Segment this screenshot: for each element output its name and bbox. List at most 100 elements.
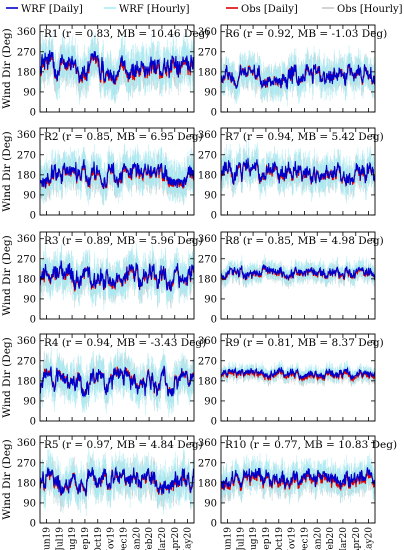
y-tick-label: 90: [204, 294, 217, 305]
y-tick-label: 90: [23, 190, 36, 201]
y-axis-label: Wind Dir (Deg): [1, 235, 13, 315]
panel-frame: [220, 333, 376, 422]
y-tick-label: 0: [211, 211, 217, 222]
x-tick-label: Oct19: [275, 527, 285, 550]
x-tick-label: May20: [184, 527, 194, 550]
x-tick-label: Apr20: [352, 527, 362, 550]
y-axis-label: Wind Dir (Deg): [1, 28, 13, 108]
y-tick-label: 180: [198, 376, 217, 387]
legend-label: Obs [Hourly]: [337, 4, 403, 15]
y-tick-label: 270: [198, 356, 217, 367]
series-wrf-daily: [221, 263, 375, 281]
x-tick-label: Nov19: [107, 527, 117, 550]
legend: WRF [Daily] WRF [Hourly] Obs [Daily] Obs [H…: [6, 4, 403, 15]
y-tick-label: 360: [17, 336, 36, 347]
panel-frame: [39, 333, 195, 422]
panel-frame: [220, 127, 376, 216]
y-tick-label: 0: [211, 108, 217, 119]
x-tick-label: Jun19: [223, 527, 233, 550]
y-tick-label: 270: [17, 150, 36, 161]
series-wrf-hourly: [40, 346, 194, 418]
panel-label: R5 (r = 0.97, MB = 4.84 Deg): [44, 439, 203, 451]
y-tick-label: 180: [17, 376, 36, 387]
y-tick-label: 360: [198, 130, 217, 141]
x-tick-label: Mar20: [158, 527, 168, 550]
y-tick-label: 90: [204, 190, 217, 201]
panel-r8: 0 90 180 270 360 R8 (r = 0.85, MB = 4.98 Deg): [198, 231, 384, 326]
panel-label: R3 (r = 0.89, MB = 5.96 Deg): [44, 235, 203, 247]
y-tick-label: 270: [198, 150, 217, 161]
x-tick-label: Jul19: [55, 527, 65, 550]
x-tick-label: Aug19: [249, 527, 259, 550]
y-tick-label: 360: [17, 27, 36, 38]
series-wrf-daily: [221, 467, 375, 491]
panel-r4: 0 90 180 270 360 R4 (r = 0.94, MB = -3.43 Deg…: [1, 333, 206, 428]
x-tick-label: Oct19: [94, 527, 104, 550]
y-tick-label: 180: [17, 170, 36, 181]
panel-frame: [39, 231, 195, 320]
y-tick-label: 180: [17, 274, 36, 285]
panel-r7: 0 90 180 270 360 R7 (r = 0.94, MB = 5.42 Deg): [198, 127, 384, 222]
panel-frame: [39, 435, 195, 524]
y-tick-label: 360: [17, 130, 36, 141]
series-wrf-daily: [40, 260, 194, 292]
x-tick-label: Mar20: [339, 527, 349, 550]
y-tick-label: 180: [17, 478, 36, 489]
y-tick-label: 180: [198, 274, 217, 285]
panel-label: R10 (r = 0.77, MB = 10.83 Deg): [225, 439, 397, 451]
y-axis-label: Wind Dir (Deg): [1, 439, 13, 519]
x-tick-label: Jul19: [236, 527, 246, 550]
y-tick-label: 90: [204, 87, 217, 98]
y-tick-label: 90: [23, 498, 36, 509]
y-tick-label: 180: [198, 67, 217, 78]
y-axis-label: Wind Dir (Deg): [1, 131, 13, 211]
y-tick-label: 180: [198, 170, 217, 181]
x-tick-label: Feb20: [145, 527, 155, 550]
panel-r6: 0 90 180 270 360 R6 (r = 0.92, MB = -1.03 Deg…: [198, 24, 387, 119]
x-tick-label: Sep19: [81, 527, 91, 550]
legend-label: Obs [Daily]: [241, 4, 298, 15]
panel-label: R7 (r = 0.94, MB = 5.42 Deg): [225, 131, 384, 143]
y-tick-label: 0: [30, 211, 36, 222]
series-wrf-daily: [40, 465, 194, 497]
x-tick-label: Jun19: [42, 527, 52, 550]
y-tick-label: 0: [211, 519, 217, 530]
panel-r1: 0 90 180 270 360 R1 (r = 0.83, MB = 10.46 Deg…: [1, 24, 209, 119]
y-tick-label: 360: [198, 438, 217, 449]
y-tick-label: 0: [30, 315, 36, 326]
y-tick-label: 0: [30, 417, 36, 428]
series-wrf-daily: [221, 366, 375, 381]
legend-label: WRF [Hourly]: [119, 4, 190, 15]
x-tick-label: May20: [365, 527, 375, 550]
y-tick-label: 0: [211, 417, 217, 428]
y-tick-label: 90: [204, 396, 217, 407]
panel-frame: [220, 435, 376, 524]
panel-r9: 0 90 180 270 360 R9 (r = 0.81, MB = 8.37 Deg): [198, 333, 384, 428]
panel-label: R4 (r = 0.94, MB = -3.43 Deg): [44, 337, 206, 349]
y-tick-label: 180: [17, 67, 36, 78]
panel-label: R8 (r = 0.85, MB = 4.98 Deg): [225, 235, 384, 247]
panel-label: R2 (r = 0.85, MB = 6.95 Deg): [44, 131, 203, 143]
y-tick-label: 270: [17, 458, 36, 469]
panel-r3: 0 90 180 270 360 R3 (r = 0.89, MB = 5.96 Deg)…: [1, 231, 203, 326]
panel-label: R9 (r = 0.81, MB = 8.37 Deg): [225, 337, 384, 349]
y-tick-label: 270: [198, 458, 217, 469]
x-tick-label: Feb20: [326, 527, 336, 550]
y-tick-label: 270: [17, 356, 36, 367]
y-tick-label: 90: [23, 87, 36, 98]
series-wrf-daily: [40, 50, 194, 85]
y-tick-label: 0: [30, 108, 36, 119]
y-tick-label: 360: [198, 27, 217, 38]
legend-label: WRF [Daily]: [21, 4, 83, 15]
y-tick-label: 270: [198, 47, 217, 58]
y-tick-label: 360: [198, 336, 217, 347]
x-tick-label: Nov19: [288, 527, 298, 550]
panel-r2: 0 90 180 270 360 R2 (r = 0.85, MB = 6.95 Deg)…: [1, 127, 203, 222]
panel-label: R1 (r = 0.83, MB = 10.46 Deg): [44, 28, 209, 40]
series-wrf-daily: [40, 159, 194, 189]
x-tick-label: Jan20: [313, 527, 323, 550]
series-wrf-hourly: [40, 143, 194, 206]
y-tick-label: 360: [17, 234, 36, 245]
panel-frame: [220, 231, 376, 320]
